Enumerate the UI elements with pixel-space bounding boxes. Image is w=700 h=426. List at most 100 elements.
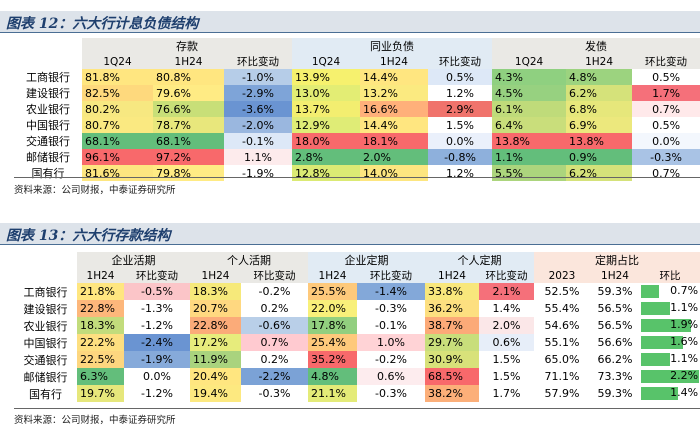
data-cell: 68.1% (82, 133, 153, 149)
bank-label: 农业银行 (14, 317, 77, 334)
data-cell: 97.2% (153, 149, 224, 165)
data-cell: 0.6% (479, 334, 534, 351)
data-cell: 0.5% (632, 117, 700, 133)
data-cell: 1.2% (428, 85, 493, 101)
fig13-title: 图表 13：六大行存款结构 (6, 228, 171, 244)
bank-label: 工商银行 (14, 69, 82, 85)
fig12-subheader: 1Q24 (292, 54, 361, 69)
fig13-subheader: 环比变动 (124, 268, 190, 283)
data-cell: 0.9% (566, 149, 633, 165)
data-cell: 22.0% (308, 300, 357, 317)
fig12-title: 图表 12：六大行计息负债结构 (6, 16, 199, 32)
fig12-group-interbank: 同业负债 (292, 38, 493, 54)
data-cell: 55.1% (534, 334, 590, 351)
ratio-change-bar-cell: 1.1% (640, 300, 700, 317)
data-cell: -0.6% (241, 317, 308, 334)
fig12-subheader: 环比变动 (224, 54, 293, 69)
table-row: 工商银行 21.8% -0.5% 18.3% -0.2% 25.5% -1.4% 33.8% 2… (14, 283, 700, 300)
data-cell: -2.2% (241, 368, 308, 385)
fig12-group-bonds: 发债 (492, 38, 700, 54)
fig13-subheader: 1H24 (590, 268, 640, 283)
data-cell: 96.1% (82, 149, 153, 165)
data-cell: 18.3% (77, 317, 124, 334)
fig13-subheader: 环比变动 (479, 268, 534, 283)
data-cell: 0.0% (632, 133, 700, 149)
data-cell: 1.7% (632, 85, 700, 101)
fig13-group-personal-time: 个人定期 (425, 252, 534, 268)
data-cell: -0.3% (357, 385, 425, 402)
data-cell: 57.9% (534, 385, 590, 402)
data-cell: 52.5% (534, 283, 590, 300)
data-cell: 6.2% (566, 165, 633, 181)
cell-value: 0.7% (670, 284, 699, 297)
table-row: 中国银行 22.2% -2.4% 17.2% 0.7% 25.4% 1.0% 29.7% 0.6… (14, 334, 700, 351)
data-cell: 0.7% (632, 165, 700, 181)
data-cell: 1.7% (479, 385, 534, 402)
data-cell: 6.1% (492, 101, 567, 117)
data-cell: 22.8% (190, 317, 241, 334)
data-cell: 19.4% (190, 385, 241, 402)
fig13-subheader: 2023 (534, 268, 590, 283)
data-cell: 38.2% (425, 385, 479, 402)
data-cell: 38.7% (425, 317, 479, 334)
data-cell: 81.6% (82, 165, 153, 181)
fig13-subheader: 环比变动 (241, 268, 308, 283)
data-cell: 25.5% (308, 283, 357, 300)
data-cell: -0.8% (428, 149, 493, 165)
data-cell: -1.2% (124, 385, 190, 402)
ratio-change-bar-cell: 0.7% (640, 283, 700, 300)
data-cell: 21.8% (77, 283, 124, 300)
cell-value: 1.1% (670, 301, 699, 314)
data-cell: 0.0% (124, 368, 190, 385)
bank-label: 交通银行 (14, 351, 77, 368)
table-row: 农业银行 18.3% -1.2% 22.8% -0.6% 17.8% -0.1% 38.7% 2… (14, 317, 700, 334)
fig12-subheader: 1H24 (360, 54, 429, 69)
data-cell: -0.2% (357, 351, 425, 368)
data-cell: 0.5% (428, 69, 493, 85)
data-cell: 59.3% (590, 385, 640, 402)
cell-value: 2.2% (670, 369, 699, 382)
data-cell: 0.0% (428, 133, 493, 149)
fig12-subheader: 1Q24 (82, 54, 153, 69)
data-cell: -2.9% (224, 85, 293, 101)
data-cell: 80.7% (82, 117, 153, 133)
fig12-table: 存款 同业负债 发债 1Q24 1H24 环比变动 1Q24 1H24 环比变动 1Q24 1… (14, 38, 700, 181)
cell-value: 1.9% (670, 318, 699, 331)
data-cell: 13.8% (566, 133, 633, 149)
data-cell: 78.7% (153, 117, 224, 133)
data-cell: 80.2% (82, 101, 153, 117)
data-cell: -0.1% (357, 317, 425, 334)
data-cell: 12.8% (292, 165, 361, 181)
data-cell: 1.5% (428, 117, 493, 133)
bank-label: 国有行 (14, 165, 82, 181)
ratio-change-bar-cell: 1.9% (640, 317, 700, 334)
data-cell: 17.2% (190, 334, 241, 351)
data-cell: -2.4% (124, 334, 190, 351)
data-cell: 13.0% (292, 85, 361, 101)
table-row: 邮储银行 96.1% 97.2% 1.1% 2.8% 2.0% -0.8% 1.1% 0.9% -… (14, 149, 700, 165)
data-cell: 0.2% (241, 351, 308, 368)
data-cell: 18.0% (292, 133, 361, 149)
data-cell: 81.8% (82, 69, 153, 85)
data-cell: 13.8% (492, 133, 567, 149)
data-cell: -1.0% (224, 69, 293, 85)
data-cell: -0.1% (224, 133, 293, 149)
fig12-subheader: 1Q24 (492, 54, 567, 69)
data-cell: 13.9% (292, 69, 361, 85)
ratio-change-bar (641, 336, 683, 349)
data-cell: 1.1% (224, 149, 293, 165)
data-cell: 1.4% (479, 300, 534, 317)
data-cell: 82.5% (82, 85, 153, 101)
data-cell: 6.8% (566, 101, 633, 117)
fig13-subheader: 1H24 (308, 268, 357, 283)
data-cell: -1.4% (357, 283, 425, 300)
fig13-subheader: 环比变动 (357, 268, 425, 283)
data-cell: 56.5% (590, 317, 640, 334)
data-cell: 6.2% (566, 85, 633, 101)
ratio-change-bar-cell: 1.6% (640, 334, 700, 351)
fig12-title-bar: 图表 12：六大行计息负债结构 (0, 11, 700, 33)
table-row: 邮储银行 6.3% 0.0% 20.4% -2.2% 4.8% 0.6% 68.5% 1.5% 7… (14, 368, 700, 385)
data-cell: 1.5% (479, 368, 534, 385)
data-cell: -1.9% (124, 351, 190, 368)
data-cell: 4.8% (308, 368, 357, 385)
